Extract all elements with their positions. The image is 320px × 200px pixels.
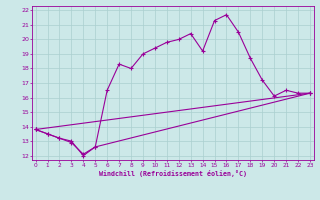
X-axis label: Windchill (Refroidissement éolien,°C): Windchill (Refroidissement éolien,°C) (99, 170, 247, 177)
